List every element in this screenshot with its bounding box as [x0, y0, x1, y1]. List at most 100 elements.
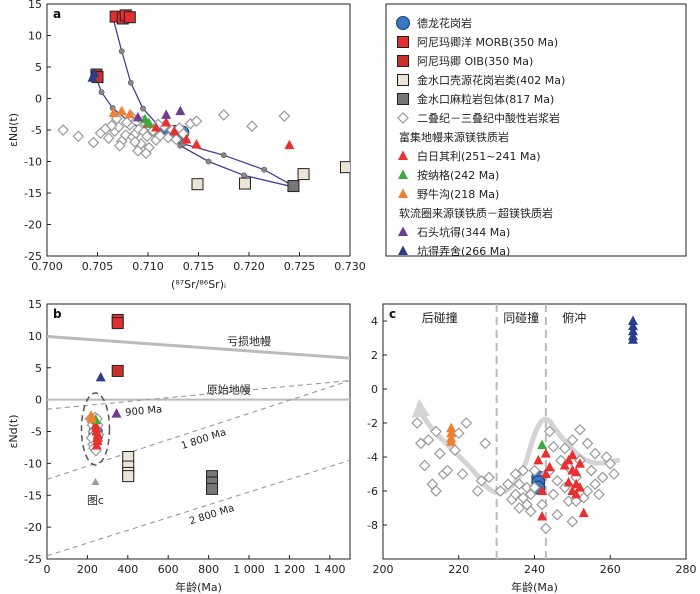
series-triangle [90, 419, 103, 450]
data-point [132, 111, 143, 122]
plot-area [57, 9, 350, 193]
data-point [95, 371, 106, 382]
data-point [144, 117, 155, 128]
data-point [627, 325, 638, 336]
data-point [627, 334, 638, 344]
data-point [540, 522, 552, 535]
data-point [89, 67, 100, 78]
data-point [446, 427, 457, 438]
data-point [129, 136, 141, 148]
panel-b: 0 200 400 600 800 1 000 1 200 1 400 15 10 5 0 -5 -10 -… [7, 298, 351, 594]
series-square [206, 470, 219, 495]
data-point [547, 440, 560, 453]
legend-marker [398, 150, 408, 160]
data-point [141, 130, 153, 143]
y-tick-label: -15 [24, 489, 42, 502]
data-point [543, 425, 556, 438]
data-point [191, 178, 204, 191]
legend-label: 德龙花岗岩 [417, 16, 472, 30]
mixing-curve-point [118, 48, 125, 55]
x-tick-label: 600 [158, 563, 179, 576]
y-tick-label: 15 [28, 0, 42, 11]
model-age-line [47, 379, 350, 410]
data-point [596, 471, 609, 484]
panel-c: 200 220 240 260 280 4 2 0 -2 -4 -6 -8 c 年龄(Ma) 后碰撞 同碰撞 俯… [367, 303, 697, 594]
data-point [102, 132, 115, 145]
x-tick-label: 1 400 [314, 563, 346, 576]
reference-line-label: 亏损地幔 [227, 334, 271, 348]
data-point [547, 488, 560, 501]
y-tick-label: -5 [31, 124, 42, 137]
trend-arrow-head [411, 398, 430, 418]
stage-label: 后碰撞 [422, 310, 458, 325]
series-triangle [537, 439, 548, 450]
data-point [509, 488, 522, 501]
plot-frame [46, 3, 351, 257]
legend-marker [398, 245, 408, 255]
model-age-line [47, 379, 350, 480]
data-point [433, 447, 446, 460]
data-point [411, 417, 423, 429]
data-point [169, 125, 180, 136]
selection-ellipse [80, 392, 111, 466]
x-tick-label: 0.720 [233, 260, 265, 273]
panel-a: 0.700 0.705 0.710 0.715 0.720 0.725 0.730 15 10 5… [7, 0, 366, 291]
x-tick-label: 1 000 [233, 563, 265, 576]
x-tick-label: 0.730 [334, 260, 366, 273]
data-point [563, 477, 574, 487]
data-point [475, 474, 488, 487]
y-tick-label: -10 [24, 457, 42, 470]
legend-label: 按纳格(242 Ma) [417, 168, 499, 182]
stage-label: 同碰撞 [503, 310, 539, 325]
data-point [571, 466, 582, 477]
data-point [105, 119, 118, 132]
data-point [87, 136, 100, 149]
series-triangle [87, 67, 100, 82]
x-tick-label: 0.700 [31, 260, 63, 273]
y-tick-label: -10 [24, 156, 42, 169]
legend-label: 白日其利(251~241 Ma) [417, 149, 541, 163]
panel-letter: b [53, 307, 62, 321]
data-point [206, 482, 219, 495]
stage-label: 俯冲 [562, 310, 586, 325]
data-point [627, 315, 638, 325]
data-point [113, 139, 126, 152]
annotation-label: 图c [87, 494, 104, 507]
series-triangle [143, 116, 295, 150]
y-tick-label: -6 [367, 485, 378, 498]
data-point [278, 110, 291, 122]
data-point [191, 138, 202, 149]
y-tick-label: -25 [24, 250, 42, 263]
data-point [456, 468, 469, 480]
series-square [287, 180, 300, 193]
legend-label: 金水口麻粒岩包体(817 Ma) [417, 92, 554, 106]
legend-label: 阿尼玛卿洋 MORB(350 Ma) [417, 35, 558, 49]
data-point [571, 488, 582, 499]
data-point [574, 423, 586, 436]
data-point [563, 454, 574, 465]
mixing-curve-point [241, 172, 247, 179]
legend-group-title: 软流圈来源镁铁质－超镁铁质岩 [399, 206, 553, 220]
legend-label: 二叠纪－三叠纪中酸性岩浆岩 [417, 111, 560, 125]
y-tick-label: 5 [35, 61, 42, 74]
data-point [585, 464, 598, 477]
y-tick-label: 2 [371, 349, 378, 362]
data-point [154, 129, 166, 142]
y-tick-label: -20 [24, 219, 42, 232]
y-tick-label: -20 [24, 521, 42, 534]
legend-marker [397, 112, 409, 124]
legend-marker [397, 93, 409, 105]
x-tick-label: 0.725 [284, 260, 316, 273]
data-point [528, 481, 541, 494]
legend-label: 阿尼玛卿 OIB(350 Ma) [417, 55, 533, 68]
data-point [513, 478, 526, 491]
data-point [589, 478, 601, 491]
data-point [441, 464, 454, 477]
legend-label: 野牛沟(218 Ma) [417, 187, 499, 201]
mixing-curve-point [205, 158, 212, 165]
data-point [517, 464, 529, 477]
y-tick-label: -25 [24, 553, 42, 566]
data-point [246, 120, 258, 133]
